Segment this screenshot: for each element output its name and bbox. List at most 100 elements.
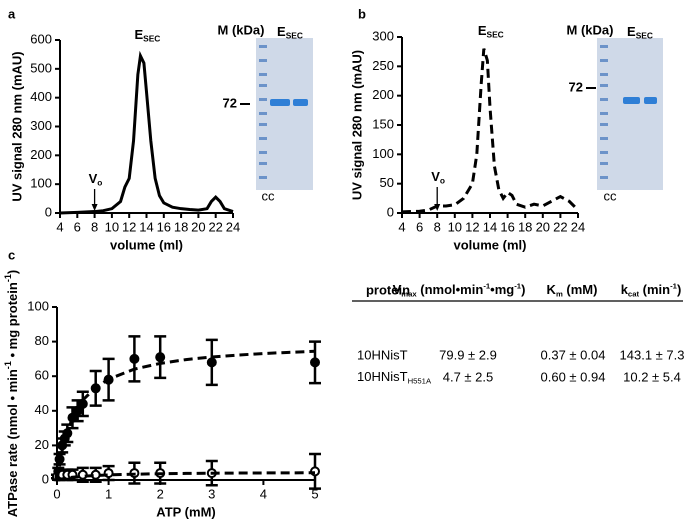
x-tick-label: 14 [483,219,497,234]
arrow-head [434,204,441,211]
ladder-band [600,162,608,165]
text-part: 10HNisT [357,369,408,384]
text-part: m [556,289,563,298]
text-part: k [621,282,629,297]
text-part: (mM) [563,282,598,297]
annotation: ESEC [134,27,160,43]
protein-band [623,97,640,104]
y-tick-label: 600 [30,31,52,46]
ladder-band [600,59,608,62]
arrow-head [91,204,98,211]
x-tick-label: 3 [208,486,215,501]
y-axis-label: UV signal 280 nm (mAU) [349,50,364,200]
ladder-band [259,176,267,179]
table-cell: 143.1 ± 7.3 [620,347,685,362]
y-axis-label: UV signal 280 nm (mAU) [9,51,24,201]
x-tick-label: 10 [448,219,462,234]
protein-band [270,99,290,106]
x-tick-label: 1 [105,486,112,501]
data-point [129,353,140,364]
table-cell: 10HNisTH551A [357,369,432,385]
data-point [206,357,217,368]
x-tick-label: 16 [157,219,171,234]
text-part: -1 [3,274,13,282]
x-axis-label: volume (ml) [110,237,183,252]
y-tick-label: 20 [35,437,49,452]
x-tick-label: 8 [91,219,98,234]
y-tick-label: 0 [387,204,394,219]
x-tick-label: 16 [500,219,514,234]
x-tick-label: 18 [518,219,532,234]
y-tick-label: 200 [372,87,394,102]
text-part: ATPase rate (nmol • min [5,369,20,517]
ladder-band [259,112,267,115]
gel-lane-label: ESEC [627,24,653,40]
y-tick-label: 100 [27,298,49,313]
x-tick-label: 4 [56,219,63,234]
ladder-band [259,98,267,101]
ladder-band [600,123,608,126]
text-part: V [89,171,98,186]
x-tick-label: 20 [191,219,205,234]
text-part: (nmol•min [417,282,484,297]
gel-lane-label: ESEC [277,24,303,40]
text-part: • mg protein [5,282,20,361]
x-tick-label: 6 [416,219,423,234]
x-tick-label: 2 [157,486,164,501]
x-tick-label: 12 [122,219,136,234]
x-tick-label: 4 [260,486,267,501]
text-part: o [97,178,102,188]
ladder-band [600,98,608,101]
x-tick-label: 8 [434,219,441,234]
gel-footer: cc [604,188,618,203]
gel-header: M (kDa) [567,22,614,37]
y-tick-label: 300 [372,28,394,43]
gel-footer: cc [262,188,276,203]
annotation: Vo [431,169,445,185]
table-cell: 0.60 ± 0.94 [541,369,606,384]
text-part: K [547,282,557,297]
y-tick-label: 400 [30,89,52,104]
ladder-band [600,112,608,115]
text-part: (min [639,282,670,297]
text-part: E [277,24,286,39]
text-part: -1 [3,361,13,369]
y-tick-label: 200 [30,147,52,162]
text-part: -1 [483,282,491,291]
x-tick-label: 12 [465,219,479,234]
y-tick-label: 250 [372,58,394,73]
data-point [310,357,320,368]
text-part: SEC [286,31,303,41]
y-tick-label: 300 [30,118,52,133]
ladder-band [259,137,267,140]
data-line [59,50,234,215]
y-tick-label: 0 [42,471,49,486]
ladder-band [259,123,267,126]
y-tick-label: 150 [372,116,394,131]
table-cell: 4.7 ± 2.5 [443,369,494,384]
y-tick-label: 100 [30,176,52,191]
table-header: protein [366,282,410,297]
text-part: V [431,169,440,184]
x-tick-label: 6 [74,219,81,234]
text-part: max [401,289,417,298]
x-axis-label: ATP (mM) [156,504,215,519]
ladder-band [600,151,608,154]
panel-label: c [8,247,15,262]
x-tick-label: 24 [226,219,240,234]
x-tick-label: 20 [536,219,550,234]
x-axis-label: volume (ml) [454,237,527,252]
y-tick-label: 50 [380,175,394,190]
text-part: cat [628,289,640,298]
x-tick-label: 22 [553,219,567,234]
data-line [401,48,580,214]
text-part: SEC [636,31,653,41]
x-tick-label: 14 [139,219,153,234]
gel-header: M (kDa) [218,22,265,37]
ladder-band [600,137,608,140]
text-part: H551A [408,376,432,385]
y-axis-label: ATPase rate (nmol • min-1 • mg protein-1… [3,270,20,518]
x-tick-label: 18 [174,219,188,234]
table-cell: 79.9 ± 2.9 [439,347,497,362]
